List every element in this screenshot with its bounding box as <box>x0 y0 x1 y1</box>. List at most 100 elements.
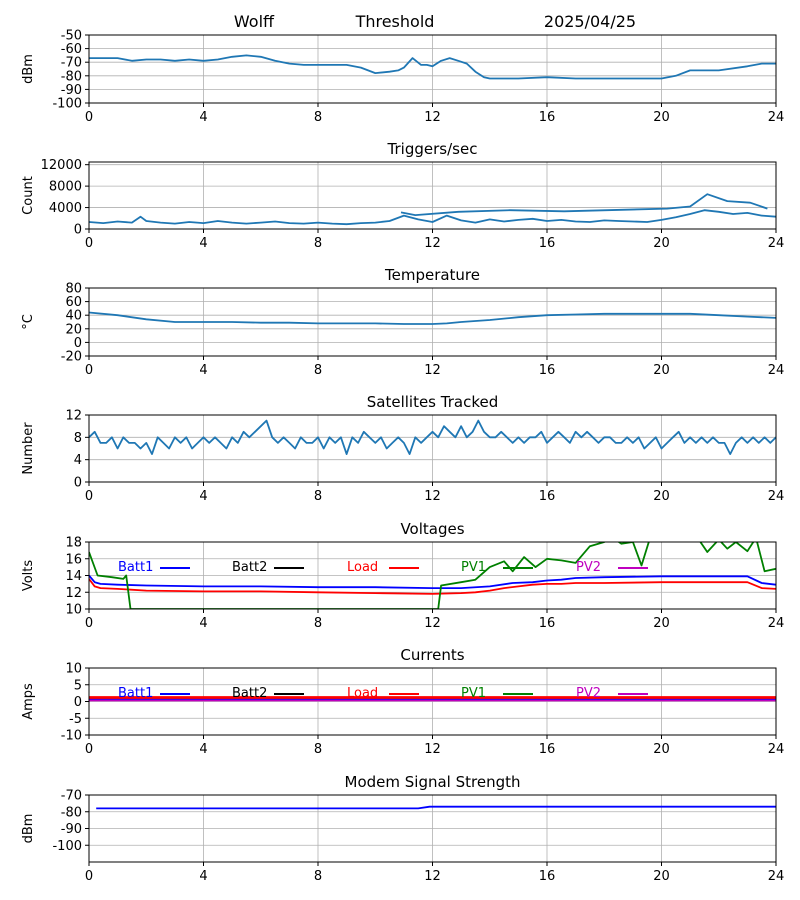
x-tick-label: 0 <box>85 363 93 378</box>
legend-label-pv1: PV1 <box>461 560 486 575</box>
series-group <box>89 193 776 226</box>
x-tick-label: 12 <box>424 110 441 125</box>
legend-label-pv1: PV1 <box>461 686 486 701</box>
y-tick-label: -10 <box>61 729 82 744</box>
y-tick-label: -90 <box>61 83 82 98</box>
chart-panel-0: 0 4 8 12 16 20 24 -50-60-70-80-90-100 dBm <box>21 29 784 126</box>
x-tick-label: 4 <box>199 869 207 884</box>
x-tick-label: 4 <box>199 742 207 757</box>
x-tick-label: 24 <box>768 363 785 378</box>
x-tick-label: 8 <box>314 489 322 504</box>
x-tick-label: 24 <box>768 236 785 251</box>
y-axis-label: Count <box>21 176 36 215</box>
y-tick-label: 0 <box>74 695 82 710</box>
y-tick-label: 20 <box>65 322 82 337</box>
x-tick-label: 8 <box>314 869 322 884</box>
chart-title: Satellites Tracked <box>367 393 498 411</box>
header-station: Wolff <box>234 12 275 31</box>
y-axis-label: °C <box>21 314 36 330</box>
x-tick-label: 20 <box>653 742 670 757</box>
x-tick-label: 16 <box>539 489 556 504</box>
x-tick-label: 16 <box>539 363 556 378</box>
chart-title: Temperature <box>384 266 480 284</box>
x-tick-label: 16 <box>539 236 556 251</box>
series-line-load <box>89 578 776 595</box>
legend-label-load: Load <box>347 560 378 575</box>
y-tick-label: 8 <box>74 431 82 446</box>
y-tick-label: 4000 <box>49 201 82 216</box>
chart-panel-1: 0 4 8 12 16 20 24 12000 8000 4000 0 Triggers/sec Cou… <box>21 140 784 251</box>
x-tick-label: 8 <box>314 236 322 251</box>
legend-label-batt2: Batt2 <box>232 560 267 575</box>
y-tick-label: 10 <box>65 662 82 677</box>
chart-panel-3: 0 4 8 12 16 20 24 12 8 4 0 Satellites Tracked Number <box>21 393 784 504</box>
chart-title: Voltages <box>400 520 464 538</box>
y-tick-label: 0 <box>74 336 82 351</box>
y-tick-label: 16 <box>65 552 82 567</box>
y-tick-label: 0 <box>74 223 82 238</box>
y-tick-label: -80 <box>61 69 82 84</box>
y-tick-label: -90 <box>61 822 82 837</box>
series-group <box>89 542 776 609</box>
x-tick-label: 8 <box>314 742 322 757</box>
header-date: 2025/04/25 <box>544 12 636 31</box>
x-tick-label: 4 <box>199 236 207 251</box>
x-tick-label: 12 <box>424 742 441 757</box>
y-axis-label: dBm <box>21 814 36 844</box>
legend-label-batt1: Batt1 <box>118 560 153 575</box>
series-line-batt1 <box>89 574 776 589</box>
y-tick-label: 0 <box>74 476 82 491</box>
x-tick-label: 12 <box>424 869 441 884</box>
y-tick-label: 18 <box>65 536 82 551</box>
y-tick-label: 80 <box>65 282 82 297</box>
x-tick-label: 0 <box>85 110 93 125</box>
x-tick-label: 12 <box>424 616 441 631</box>
y-tick-label: 14 <box>65 569 82 584</box>
y-tick-label: -100 <box>52 97 82 112</box>
x-tick-label: 8 <box>314 363 322 378</box>
y-tick-label: 10 <box>65 603 82 618</box>
header-mode: Threshold <box>355 12 435 31</box>
y-tick-label: 5 <box>74 678 82 693</box>
x-tick-label: 8 <box>314 616 322 631</box>
x-tick-label: 4 <box>199 489 207 504</box>
y-tick-label: -80 <box>61 805 82 820</box>
legend-label-pv2: PV2 <box>576 686 601 701</box>
x-tick-label: 4 <box>199 616 207 631</box>
series-line-0 <box>89 54 776 80</box>
y-axis-label: Number <box>21 422 36 475</box>
chart-title: Triggers/sec <box>387 140 478 158</box>
y-tick-label: 8000 <box>49 180 82 195</box>
x-tick-label: 4 <box>199 110 207 125</box>
y-tick-label: 60 <box>65 295 82 310</box>
y-tick-label: -50 <box>61 29 82 44</box>
chart-title: Modem Signal Strength <box>345 773 521 791</box>
series-line-0 <box>96 805 776 810</box>
x-tick-label: 8 <box>314 110 322 125</box>
y-axis-label: Volts <box>21 560 36 592</box>
series-line-1 <box>400 193 768 217</box>
y-tick-label: -70 <box>61 789 82 804</box>
x-tick-label: 20 <box>653 110 670 125</box>
series-line-0 <box>89 209 776 226</box>
x-tick-label: 20 <box>653 236 670 251</box>
y-tick-label: 12 <box>65 409 82 424</box>
x-tick-label: 0 <box>85 869 93 884</box>
x-tick-label: 12 <box>424 489 441 504</box>
y-tick-label: -70 <box>61 56 82 71</box>
series-line-0 <box>89 311 776 325</box>
y-axis-label: dBm <box>21 54 36 84</box>
x-tick-label: 12 <box>424 363 441 378</box>
y-tick-label: -60 <box>61 42 82 57</box>
x-tick-label: 16 <box>539 110 556 125</box>
x-tick-label: 4 <box>199 363 207 378</box>
series-group <box>96 805 776 810</box>
x-tick-label: 16 <box>539 742 556 757</box>
x-tick-label: 0 <box>85 236 93 251</box>
